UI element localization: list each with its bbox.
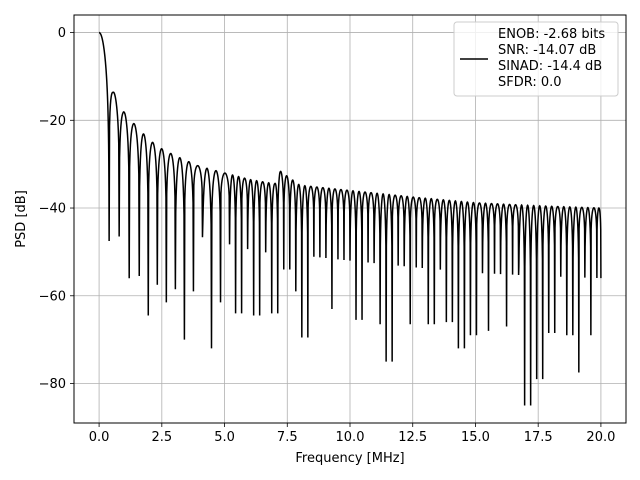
legend-line-sfdr: SFDR: 0.0 <box>498 75 562 90</box>
x-tick-label: 20.0 <box>586 430 615 445</box>
legend-line-snr: SNR: -14.07 dB <box>498 43 596 58</box>
x-tick-label: 17.5 <box>524 430 553 445</box>
plot-area <box>99 31 602 406</box>
x-tick-label: 12.5 <box>398 430 427 445</box>
x-tick-label: 2.5 <box>151 430 172 445</box>
y-axis-label: PSD [dB] <box>14 190 29 248</box>
y-tick-label: −20 <box>39 114 66 129</box>
legend: ENOB: -2.68 bits SNR: -14.07 dB SINAD: -… <box>453 21 619 97</box>
x-tick-label: 0.0 <box>89 430 110 445</box>
x-tick-label: 10.0 <box>336 430 365 445</box>
x-tick-label: 7.5 <box>277 430 298 445</box>
legend-line-enob: ENOB: -2.68 bits <box>498 27 605 42</box>
x-tick-label: 15.0 <box>461 430 490 445</box>
y-tick-label: −60 <box>39 289 66 304</box>
x-tick-label: 5.0 <box>214 430 235 445</box>
x-axis-label: Frequency [MHz] <box>295 451 404 466</box>
y-tick-label: −40 <box>39 202 66 217</box>
y-tick-label: 0 <box>58 26 66 41</box>
legend-line-sinad: SINAD: -14.4 dB <box>498 59 602 74</box>
y-axis-ticks: 0 −20 −40 −60 −80 <box>39 26 74 392</box>
psd-series-line <box>99 31 602 406</box>
x-axis-ticks: 0.0 2.5 5.0 7.5 10.0 12.5 15.0 17.5 20.0 <box>89 423 615 445</box>
y-tick-label: −80 <box>39 377 66 392</box>
legend-box <box>453 21 619 97</box>
